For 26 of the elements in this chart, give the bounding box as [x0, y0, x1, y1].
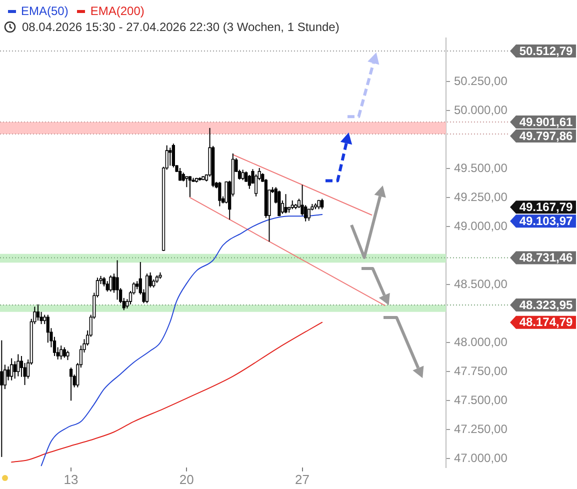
- y-tick-label: 49.250,00: [454, 190, 508, 204]
- y-tick-label: 50.250,00: [454, 74, 508, 88]
- y-tick-label: 49.500,00: [454, 160, 508, 175]
- line-series: [11, 322, 323, 463]
- y-tick-label: 47.750,00: [454, 364, 508, 378]
- ref-line-label: 50.512,79: [519, 44, 574, 58]
- legend-label: EMA(200): [90, 4, 144, 18]
- y-tick-label: 49.000,00: [454, 218, 508, 233]
- x-tick-label: 20: [179, 472, 194, 487]
- y-tick-label: 47.000,00: [454, 451, 508, 466]
- ref-line-label: 48.731,46: [519, 250, 574, 265]
- x-tick-label: 13: [64, 472, 78, 487]
- legend-label: EMA(50): [21, 4, 68, 18]
- y-tick-label: 48.000,00: [454, 334, 508, 349]
- y-tick-label: 48.500,00: [454, 276, 508, 291]
- chart-subtitle: 08.04.2026 15:30 - 27.04.2026 22:30 (3 Wochen, 1 Stunde): [22, 20, 340, 34]
- y-tick-label: 47.250,00: [454, 422, 508, 436]
- ref-line-label: 49.901,61: [519, 114, 574, 129]
- ref-line-label: 49.797,86: [519, 128, 574, 143]
- y-tick-label: 50.000,00: [454, 102, 508, 117]
- y-tick-label: 47.500,00: [454, 392, 508, 407]
- text: 49.103,97: [519, 214, 574, 228]
- text: 49.167,79: [519, 200, 574, 214]
- ref-line-label: 48.323,95: [519, 298, 574, 312]
- x-tick-label: 27: [295, 472, 310, 487]
- text: 48.174,79: [519, 315, 574, 330]
